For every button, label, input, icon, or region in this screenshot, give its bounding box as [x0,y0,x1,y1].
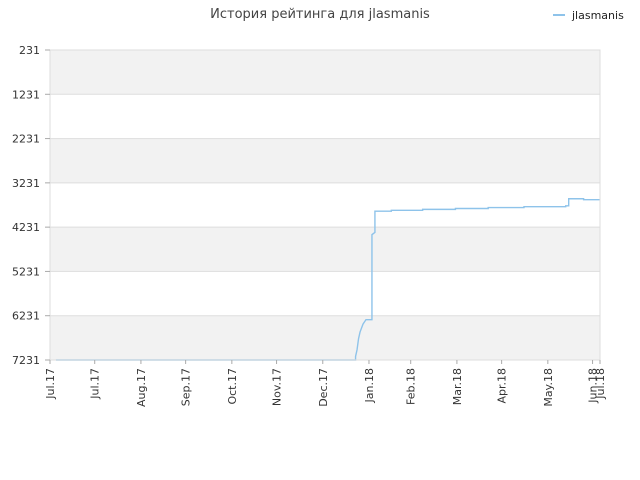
legend: jlasmanis [553,9,624,22]
plot-band [50,271,600,316]
y-tick-label: 1231 [12,88,40,101]
plot-band [50,227,600,272]
plot-bands [50,50,600,360]
legend-label: jlasmanis [571,9,624,22]
plot-border [49,49,601,361]
x-tick-label: Sep.17 [180,368,193,406]
plot-band [50,315,600,360]
x-tick-label: Jul.18 [594,368,607,400]
chart-title: История рейтинга для jlasmanis [210,7,430,22]
y-tick-label: 7231 [12,354,40,367]
y-tick-label: 5231 [12,265,40,278]
x-tick-label: Jan.18 [363,368,376,403]
plot-band [50,50,600,95]
y-axis-ticks: 231 1231 2231 3231 4231 5231 6231 7231 [12,44,50,367]
x-tick-label: Jun.18 [587,368,600,404]
y-tick-label: 231 [19,44,40,57]
plot-series [55,198,600,361]
x-tick-label: Jul.17 [44,368,57,400]
x-axis-ticks: Jul.17 Jul.17 Aug.17 Sep.17 Oct.17 Nov.17 Dec.… [44,360,607,407]
plot-band [50,138,600,183]
x-tick-label: Nov.17 [271,368,284,406]
x-tick-label: May.18 [542,368,555,407]
x-tick-label: Oct.17 [226,368,239,405]
plot-band [50,94,600,139]
x-tick-label: Feb.18 [405,368,418,405]
plot-band [50,182,600,228]
x-tick-label: Apr.18 [496,368,509,404]
y-tick-label: 4231 [12,221,40,234]
x-tick-label: Dec.17 [317,368,330,407]
y-tick-label: 6231 [12,310,40,323]
x-tick-label: Mar.18 [451,368,464,405]
x-tick-label: Aug.17 [135,368,148,407]
y-tick-label: 2231 [12,133,40,146]
x-tick-label: Jul.17 [89,368,102,400]
y-tick-label: 3231 [12,177,40,190]
series-line-jlasmanis [55,198,600,361]
